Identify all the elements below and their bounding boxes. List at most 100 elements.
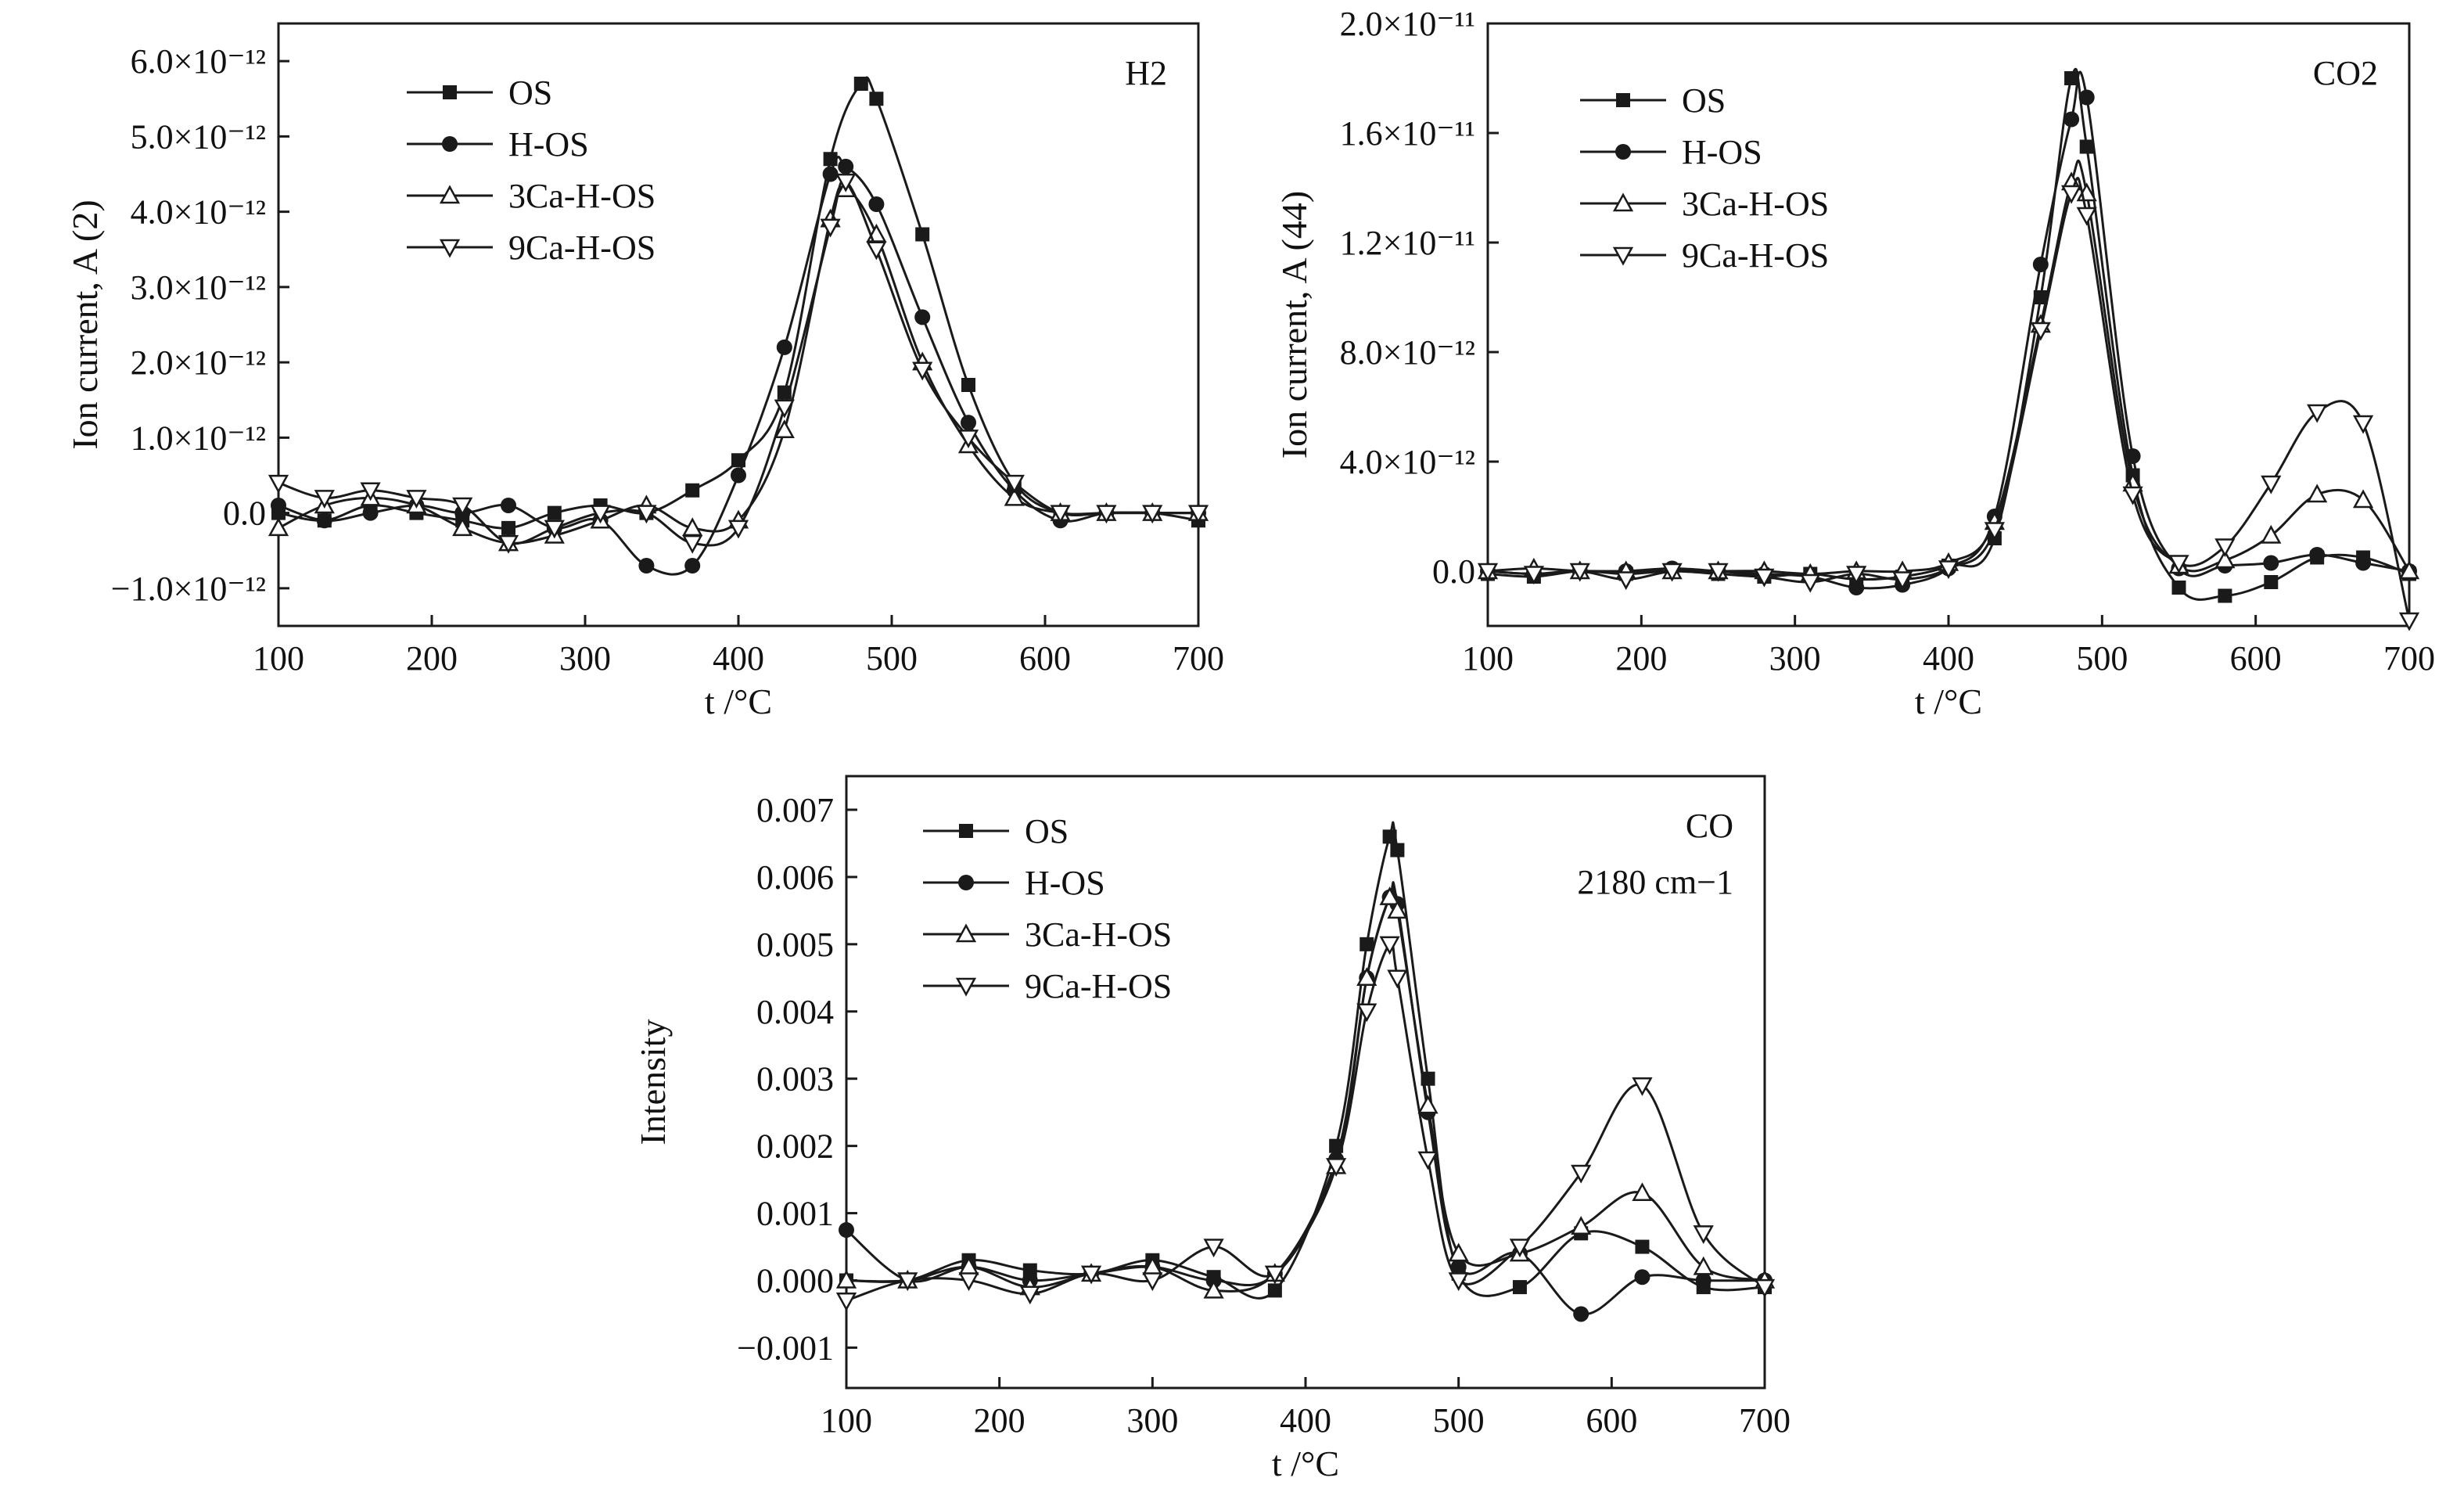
data-point-OS xyxy=(853,77,868,91)
legend-marker-H-OS xyxy=(1615,144,1631,160)
x-tick-label: 100 xyxy=(253,639,304,678)
data-point-9Ca-H-OS xyxy=(1846,566,1867,585)
data-point-9Ca-H-OS xyxy=(2398,612,2420,631)
series-line-H-OS xyxy=(846,881,1765,1316)
data-point-H-OS xyxy=(822,166,839,182)
data-point-OS xyxy=(2171,581,2186,595)
data-point-9Ca-H-OS xyxy=(2261,475,2282,494)
data-point-9Ca-H-OS xyxy=(1264,1265,1285,1285)
data-point-H-OS xyxy=(2263,555,2279,571)
x-tick-label: 300 xyxy=(1126,1401,1178,1440)
data-point-9Ca-H-OS xyxy=(268,474,289,494)
data-point-9Ca-H-OS xyxy=(912,361,933,381)
panel-label: H2 xyxy=(1125,54,1167,92)
y-tick-label: 1.2×10⁻¹¹ xyxy=(1340,224,1475,262)
data-point-9Ca-H-OS xyxy=(406,490,427,509)
data-point-9Ca-H-OS xyxy=(774,399,795,419)
legend-marker-H-OS xyxy=(958,875,974,890)
y-tick-label: 0.0 xyxy=(1432,552,1475,591)
data-point-3Ca-H-OS xyxy=(1203,1279,1224,1299)
data-point-9Ca-H-OS xyxy=(1356,1003,1377,1023)
y-tick-label: 0.004 xyxy=(756,993,834,1031)
data-point-H-OS xyxy=(838,158,854,174)
legend-label: 3Ca-H-OS xyxy=(508,177,656,215)
series-line-3Ca-H-OS xyxy=(278,185,1198,545)
data-point-9Ca-H-OS xyxy=(957,430,979,448)
data-point-H-OS xyxy=(638,558,655,574)
data-point-H-OS xyxy=(501,498,516,513)
legend-marker-9Ca-H-OS xyxy=(439,239,461,258)
data-point-9Ca-H-OS xyxy=(544,520,565,539)
legend-marker-H-OS xyxy=(442,136,458,152)
legend-marker-3Ca-H-OS xyxy=(439,185,461,204)
data-point-H-OS xyxy=(684,558,701,574)
legend-label: 9Ca-H-OS xyxy=(508,228,656,267)
data-point-H-OS xyxy=(1695,1272,1712,1289)
data-point-9Ca-H-OS xyxy=(590,505,611,524)
data-point-9Ca-H-OS xyxy=(1509,1239,1531,1258)
y-tick-label: 0.006 xyxy=(756,858,834,897)
data-point-9Ca-H-OS xyxy=(1050,505,1071,524)
data-point-9Ca-H-OS xyxy=(727,520,749,539)
data-point-3Ca-H-OS xyxy=(2352,489,2374,509)
data-point-OS xyxy=(501,520,515,535)
data-point-9Ca-H-OS xyxy=(958,1272,979,1292)
data-point-H-OS xyxy=(2078,89,2095,106)
data-point-9Ca-H-OS xyxy=(360,482,381,502)
data-point-9Ca-H-OS xyxy=(636,505,657,524)
data-point-H-OS xyxy=(2309,547,2326,563)
data-point-9Ca-H-OS xyxy=(2030,322,2051,341)
x-tick-label: 400 xyxy=(713,639,764,678)
legend-label: OS xyxy=(1025,812,1069,850)
data-point-H-OS xyxy=(914,309,931,325)
legend-marker-3Ca-H-OS xyxy=(1612,192,1634,212)
y-tick-label: 4.0×10⁻¹² xyxy=(1340,443,1475,481)
data-point-9Ca-H-OS xyxy=(2060,185,2082,204)
data-point-9Ca-H-OS xyxy=(1080,1265,1102,1285)
data-point-H-OS xyxy=(731,467,746,484)
x-tick-label: 700 xyxy=(1173,639,1224,678)
data-point-OS xyxy=(1390,843,1405,858)
data-point-OS xyxy=(2264,575,2279,589)
x-tick-label: 700 xyxy=(1739,1401,1791,1440)
data-point-H-OS xyxy=(776,339,792,355)
data-point-9Ca-H-OS xyxy=(820,218,841,238)
data-point-9Ca-H-OS xyxy=(452,497,473,516)
x-axis-label: t /°C xyxy=(1272,1444,1339,1483)
data-point-3Ca-H-OS xyxy=(1004,487,1025,506)
data-point-9Ca-H-OS xyxy=(1569,563,1590,582)
data-point-H-OS xyxy=(2032,257,2049,272)
x-axis-label: t /°C xyxy=(1915,681,1982,721)
data-point-9Ca-H-OS xyxy=(497,534,519,554)
data-point-3Ca-H-OS xyxy=(2261,524,2282,544)
data-point-9Ca-H-OS xyxy=(1754,1278,1776,1298)
legend-marker-OS xyxy=(443,85,457,99)
y-tick-label: 0.005 xyxy=(756,926,834,964)
data-point-OS xyxy=(1382,829,1397,844)
data-point-OS xyxy=(731,453,745,468)
data-point-9Ca-H-OS xyxy=(1096,505,1117,524)
data-point-H-OS xyxy=(961,415,976,431)
data-point-9Ca-H-OS xyxy=(1142,505,1163,524)
data-point-3Ca-H-OS xyxy=(1356,967,1377,987)
x-tick-label: 400 xyxy=(1280,1401,1331,1440)
data-point-9Ca-H-OS xyxy=(1326,1158,1347,1178)
y-tick-label: 2.0×10⁻¹² xyxy=(131,343,266,382)
data-point-3Ca-H-OS xyxy=(1693,1256,1714,1275)
panel-label: CO2 xyxy=(2313,54,2378,92)
data-point-3Ca-H-OS xyxy=(835,1269,857,1289)
data-point-H-OS xyxy=(868,196,885,212)
data-point-3Ca-H-OS xyxy=(2307,484,2328,503)
data-point-9Ca-H-OS xyxy=(1615,571,1636,591)
data-point-H-OS xyxy=(2064,111,2080,128)
data-point-H-OS xyxy=(839,1222,854,1239)
series-line-OS xyxy=(846,821,1765,1300)
y-axis-label: Intensity xyxy=(633,1019,673,1145)
data-point-9Ca-H-OS xyxy=(1708,563,1729,582)
y-tick-label: 0.000 xyxy=(756,1262,834,1300)
y-tick-label: 0.001 xyxy=(756,1195,834,1233)
data-point-9Ca-H-OS xyxy=(1891,571,1913,591)
data-point-9Ca-H-OS xyxy=(1387,969,1408,989)
x-tick-label: 600 xyxy=(2230,639,2282,678)
data-point-9Ca-H-OS xyxy=(2076,207,2097,226)
